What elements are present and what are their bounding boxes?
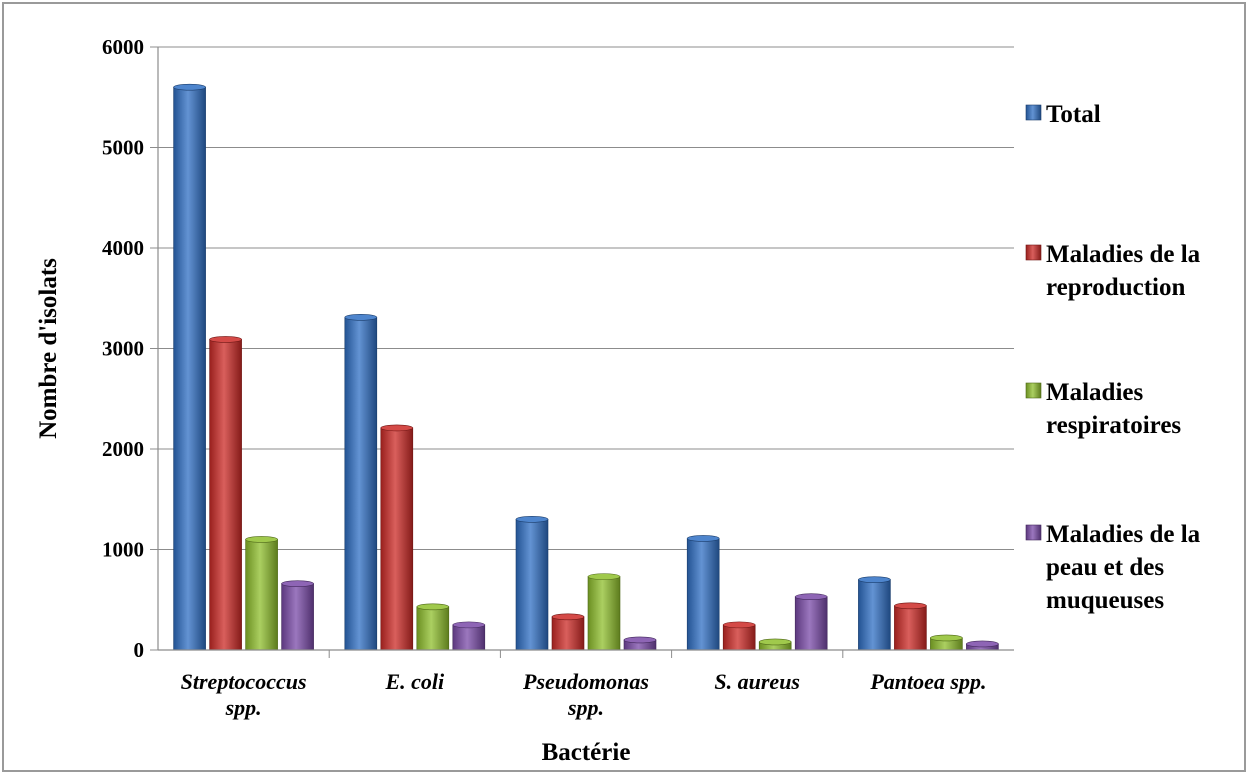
legend-label-4: peau et des <box>1046 554 1164 581</box>
bar-4-2 <box>452 624 486 651</box>
bar-1-2 <box>344 317 378 651</box>
bar-cap-2-2 <box>380 424 414 432</box>
y-tick-label: 0 <box>134 638 145 662</box>
x-tick-label: E. coli <box>384 669 445 694</box>
bar-cap-2-5 <box>894 602 927 610</box>
legend-swatch-1 <box>1025 104 1042 121</box>
bar-1-1 <box>173 86 206 651</box>
bar-cap-1-4 <box>686 535 720 542</box>
bar-2-2 <box>380 427 414 651</box>
bar-3-1 <box>245 539 278 651</box>
bar-4-1 <box>281 583 314 651</box>
y-tick-label: 4000 <box>102 236 144 260</box>
bar-cap-1-5 <box>858 576 891 583</box>
bar-cap-2-3 <box>551 613 585 621</box>
legend-label-3: Maladies <box>1046 379 1143 406</box>
legend-label-4: muqueuses <box>1046 587 1164 614</box>
bar-2-3 <box>551 616 585 651</box>
y-tick-label: 2000 <box>102 437 144 461</box>
bar-cap-1-1 <box>173 83 206 91</box>
y-axis-title: Nombre d'isolats <box>35 258 62 439</box>
legend-swatch-4 <box>1025 524 1042 541</box>
bar-cap-1-3 <box>515 516 549 523</box>
bar-1-5 <box>858 579 891 651</box>
bar-2-4 <box>722 624 756 651</box>
bar-2-5 <box>894 605 927 651</box>
x-axis-title: Bactérie <box>542 739 631 766</box>
bar-2-1 <box>209 339 242 651</box>
legend-swatch-3 <box>1025 382 1042 399</box>
y-tick-label: 1000 <box>102 538 144 562</box>
bar-3-3 <box>587 576 621 651</box>
legend-swatch-2 <box>1025 244 1042 261</box>
bar-cap-3-2 <box>416 603 450 611</box>
y-tick-label: 6000 <box>102 35 144 59</box>
bar-cap-3-5 <box>930 634 963 642</box>
legend-label-1: Total <box>1046 101 1101 128</box>
legend: Total Maladies de la reproduction Maladies r… <box>1025 101 1201 614</box>
bar-cap-4-5 <box>966 640 999 648</box>
bar-cap-4-4 <box>794 593 828 601</box>
bar-cap-4-2 <box>452 621 486 629</box>
x-tick-label: Pseudomonas <box>522 669 649 694</box>
bar-cap-3-1 <box>245 536 278 543</box>
legend-label-2: reproduction <box>1046 274 1185 301</box>
x-tick-label: spp. <box>567 695 604 720</box>
bar-1-3 <box>515 519 549 651</box>
y-tick-label: 3000 <box>102 337 144 361</box>
bar-3-2 <box>416 606 450 651</box>
x-tick-label: S. aureus <box>714 669 800 694</box>
y-tick-label: 5000 <box>102 136 144 160</box>
legend-label-4: Maladies de la <box>1046 521 1201 548</box>
legend-label-3: respiratoires <box>1046 412 1181 439</box>
bar-cap-3-3 <box>587 573 621 580</box>
x-tick-label: Pantoea spp. <box>869 669 986 694</box>
bar-cap-4-1 <box>281 580 314 587</box>
bar-cap-2-1 <box>209 336 242 343</box>
bar-4-4 <box>794 596 828 651</box>
x-tick-label: spp. <box>225 695 262 720</box>
legend-label-2: Maladies de la <box>1046 241 1201 268</box>
bar-cap-4-3 <box>623 636 657 644</box>
bar-cap-2-4 <box>722 621 756 629</box>
bar-1-4 <box>686 538 720 651</box>
bar-cap-3-4 <box>758 638 792 646</box>
x-tick-label: Streptococcus <box>181 669 307 694</box>
bar-cap-1-2 <box>344 314 378 321</box>
